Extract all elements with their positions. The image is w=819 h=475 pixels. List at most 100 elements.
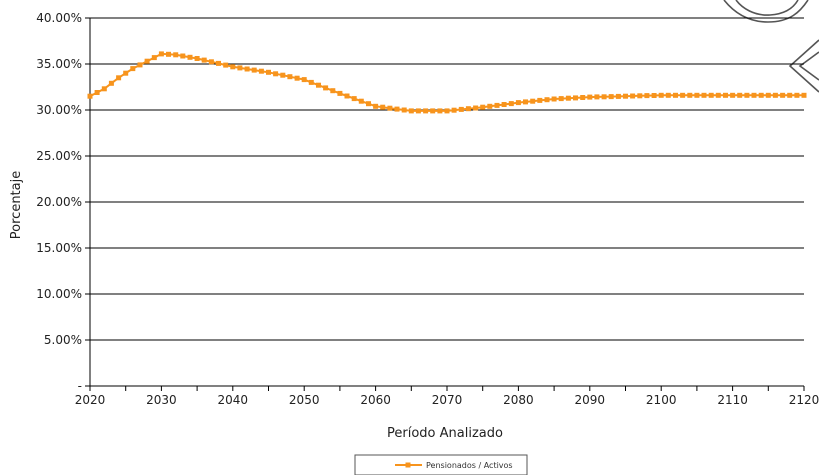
data-point [280,72,286,78]
data-point [680,92,686,98]
data-point [623,93,628,99]
data-point [744,92,750,98]
data-point [730,92,736,98]
data-point [530,98,536,104]
data-point [358,98,364,104]
data-point [487,103,493,109]
data-point [794,92,800,98]
y-tick-labels: - 5.00% 10.00% 15.00% 20.00% 25.00% 30.00% 35.0… [36,11,82,393]
legend-box [354,454,528,475]
axes [85,17,805,391]
data-point [801,92,807,98]
data-point [701,92,707,98]
data-point [415,108,421,114]
data-point [366,101,371,107]
data-point [230,64,236,70]
data-point [708,92,714,98]
data-point [437,108,443,114]
data-point [87,93,93,99]
data-point [787,92,793,98]
y-tick-label: 5.00% [44,333,82,347]
data-point [458,106,464,112]
legend: Pensionados / Activos [354,454,528,475]
x-tick-label: 2120 [789,393,819,407]
data-point [387,105,393,111]
data-point [130,66,136,72]
data-point [758,92,764,98]
data-point [551,96,557,102]
x-tick-labels: 2020 2030 2040 2050 2060 2070 2080 2090 2100 2110… [75,393,819,407]
data-point [715,92,721,98]
data-point [137,62,143,68]
y-tick-label: 20.00% [36,195,82,209]
data-point [187,54,193,60]
data-point [673,92,678,98]
data-point [251,67,257,73]
data-point [308,79,314,85]
grid-lines [90,17,804,341]
data-point [216,60,221,66]
data-point [573,95,578,101]
data-point [501,102,507,107]
legend-marker-swatch [405,462,411,468]
data-point [473,105,479,111]
data-point [537,97,543,103]
data-point [273,71,279,77]
data-point [565,95,571,101]
data-point [294,75,300,81]
y-tick-label: 10.00% [36,287,82,301]
data-point [208,59,214,65]
y-tick-label: - [78,379,82,393]
data-point [444,108,450,114]
data-point [144,58,150,64]
data-point [258,68,264,74]
data-point [737,92,743,98]
x-tick-label: 2050 [289,393,320,407]
data-point [637,93,643,99]
data-point [465,106,471,112]
data-point [123,70,129,76]
data-point [158,51,164,57]
data-point [651,93,657,98]
data-point [323,85,329,91]
data-point [287,74,293,80]
data-point [116,75,122,81]
data-point [337,90,343,96]
y-axis-title: Porcentaje [9,171,24,239]
data-point [223,62,229,68]
x-tick-label: 2110 [717,393,748,407]
x-tick-label: 2070 [432,393,463,407]
data-point [594,94,600,100]
data-point [601,94,607,100]
y-tick-label: 30.00% [36,103,82,117]
data-point [751,92,757,98]
data-point [494,102,500,108]
data-point [244,66,250,72]
y-tick-label: 40.00% [36,11,82,25]
watermark-decor [723,0,819,93]
data-point [151,55,157,61]
data-point [558,96,564,102]
x-tick-label: 2080 [503,393,534,407]
y-tick-label: 15.00% [36,241,82,255]
data-point [166,51,171,57]
y-tick-label: 25.00% [36,149,82,163]
data-point [101,86,107,92]
data-point [373,103,379,109]
data-point [608,94,614,100]
data-point [765,92,771,98]
data-point [687,92,693,98]
data-point [780,92,786,98]
data-point [587,94,593,100]
data-point [108,80,114,86]
legend-label: Pensionados / Activos [426,461,513,470]
series-line [89,52,804,112]
data-point [630,93,636,99]
data-point [544,97,550,103]
x-tick-label: 2020 [75,393,106,407]
data-point [423,108,429,114]
data-point [408,108,414,114]
data-point [180,53,186,59]
data-point [316,82,321,88]
